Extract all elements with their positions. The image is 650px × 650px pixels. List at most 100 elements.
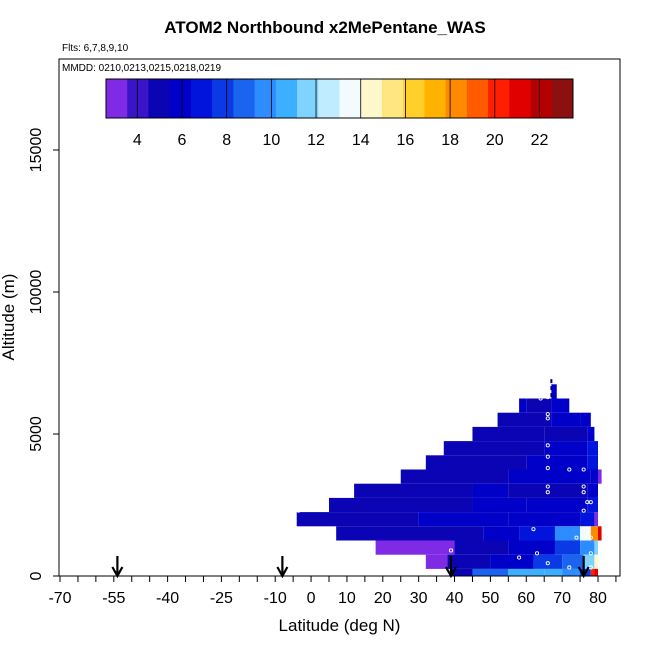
sample-point — [588, 535, 593, 540]
heatmap-cell — [587, 497, 598, 513]
colorbar-tick-label: 18 — [441, 132, 459, 149]
heatmap-cell — [551, 384, 557, 399]
sample-point — [545, 484, 550, 489]
sample-point — [448, 548, 453, 553]
heatmap-cell — [472, 483, 509, 498]
heatmap-cell — [590, 568, 595, 576]
heatmap-cell — [400, 469, 509, 484]
x-tick-label: -70 — [48, 590, 71, 607]
y-tick-label: 0 — [28, 571, 45, 580]
heatmap-cell — [472, 568, 509, 576]
y-axis-title: Altitude (m) — [0, 274, 18, 361]
colorbar-swatch — [488, 79, 510, 118]
x-tick-label: 60 — [517, 590, 535, 607]
colorbar-swatch — [381, 79, 404, 118]
arrow-head — [111, 566, 124, 579]
heatmap-cell — [598, 469, 602, 484]
heatmap-cell — [450, 568, 473, 576]
colorbar-swatch — [297, 79, 319, 118]
x-tick-label: 0 — [307, 590, 316, 607]
heatmap-cell — [580, 526, 591, 541]
colorbar-swatch — [127, 79, 149, 118]
colorbar-swatch — [190, 79, 213, 118]
colorbar-swatch — [169, 79, 192, 118]
sample-point — [545, 416, 550, 421]
heatmap-cell — [562, 568, 581, 576]
heatmap-cell — [418, 512, 509, 527]
sample-point — [588, 551, 593, 556]
heatmap-cell — [587, 426, 595, 442]
heatmap-cell — [472, 426, 545, 442]
x-tick-label: 70 — [553, 590, 571, 607]
arrow-head — [276, 566, 289, 579]
heatmap-cell — [508, 512, 581, 527]
heatmap-cell — [375, 540, 455, 555]
x-axis: -70 -55 -40 -25 -10 0 10 20 30 40 50 60 70 80 — [48, 576, 617, 607]
colorbar-swatch — [106, 79, 128, 118]
colorbar-swatch — [254, 79, 277, 118]
heatmap-cell — [425, 554, 448, 569]
sample-point — [517, 555, 522, 560]
heatmap-cell — [594, 540, 598, 555]
heatmap-cell — [594, 512, 598, 527]
sample-point — [574, 535, 579, 540]
heatmap-cell — [526, 497, 588, 513]
y-tick-label: 5000 — [28, 416, 45, 452]
colorbar-swatch — [212, 79, 234, 118]
heatmap-cell — [594, 568, 598, 576]
location-arrow — [276, 556, 289, 579]
sample-point — [588, 500, 593, 505]
chart-title: ATOM2 Northbound x2MePentane_WAS — [164, 18, 486, 37]
heatmap-cell — [354, 483, 473, 498]
x-tick-label: 40 — [446, 590, 464, 607]
sample-point — [545, 454, 550, 459]
heatmap-cell — [594, 554, 598, 569]
heatmap-cell — [483, 526, 520, 541]
heatmap-cell — [587, 455, 598, 470]
sample-point — [545, 466, 550, 471]
heatmap-cell — [497, 412, 552, 427]
colorbar-swatch — [466, 79, 489, 118]
sample-point — [581, 508, 586, 513]
y-axis: 0 5000 10000 15000 — [28, 128, 59, 580]
heatmap-cell — [329, 497, 473, 513]
dates-subtitle: MMDD: 0210,0213,0215,0218,0219 — [62, 63, 221, 74]
colorbar-tick-label: 6 — [178, 132, 187, 149]
sample-point — [545, 561, 550, 566]
x-tick-label: 50 — [482, 590, 500, 607]
heatmap-cell — [580, 540, 595, 555]
colorbar-tick-label: 20 — [486, 132, 504, 149]
colorbar-tick-label: 8 — [222, 132, 231, 149]
heatmap-cell — [598, 526, 602, 541]
heatmap-cell — [587, 483, 598, 498]
sample-point — [567, 467, 572, 472]
location-arrows — [111, 556, 590, 579]
colorbar-tick-label: 22 — [531, 132, 549, 149]
sample-point — [545, 412, 550, 417]
sample-point — [545, 395, 550, 400]
heatmap-cells — [296, 384, 602, 576]
colorbar-swatch — [403, 79, 425, 118]
x-tick-label: -55 — [102, 590, 125, 607]
heatmap-cell — [454, 540, 509, 555]
heatmap-cell — [296, 512, 419, 527]
x-tick-label: -40 — [156, 590, 179, 607]
heatmap-cell — [443, 441, 545, 456]
x-tick-label: 20 — [374, 590, 392, 607]
arrow-head — [577, 566, 590, 579]
y-tick-label: 10000 — [28, 270, 45, 315]
colorbar: 4 6 8 10 12 14 16 18 20 22 — [105, 78, 574, 149]
flights-subtitle: Flts: 6,7,8,9,10 — [62, 43, 129, 54]
colorbar-tick-label: 12 — [307, 132, 325, 149]
heatmap-cell — [590, 469, 598, 484]
heatmap-cell — [508, 540, 555, 555]
x-tick-label: -10 — [264, 590, 287, 607]
sample-point — [538, 396, 543, 401]
colorbar-swatch — [509, 79, 532, 118]
sample-point — [581, 484, 586, 489]
colorbar-swatch — [360, 79, 383, 118]
colorbar-swatch — [551, 79, 574, 118]
heatmap-cell — [544, 441, 588, 456]
heatmap-cell — [554, 540, 581, 555]
